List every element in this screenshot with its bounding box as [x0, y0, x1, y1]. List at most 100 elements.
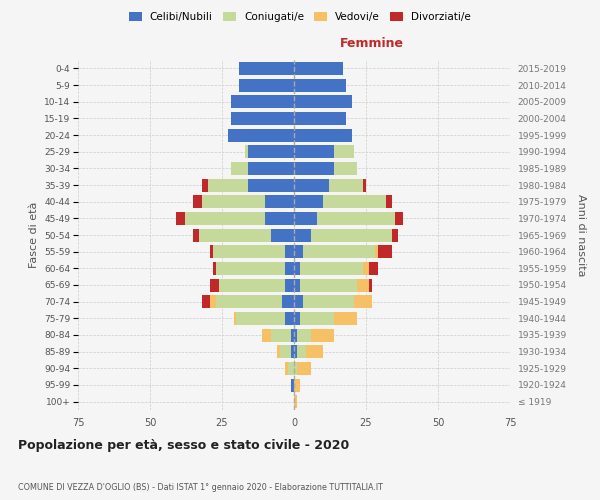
- Bar: [202, 178, 208, 192]
- Bar: [233, 312, 236, 325]
- Bar: [311, 228, 392, 241]
- Bar: [248, 145, 294, 158]
- Bar: [294, 362, 297, 375]
- Bar: [245, 145, 248, 158]
- Bar: [302, 295, 355, 308]
- Bar: [202, 295, 211, 308]
- Bar: [211, 295, 216, 308]
- Bar: [236, 312, 286, 325]
- Text: Femmine: Femmine: [340, 36, 404, 50]
- Bar: [300, 278, 358, 291]
- Bar: [363, 262, 369, 275]
- Bar: [294, 212, 317, 225]
- Legend: Celibi/Nubili, Coniugati/e, Vedovi/e, Divorziati/e: Celibi/Nubili, Coniugati/e, Vedovi/e, Di…: [125, 8, 475, 26]
- Bar: [294, 245, 302, 258]
- Bar: [294, 345, 297, 358]
- Bar: [377, 245, 392, 258]
- Text: Popolazione per età, sesso e stato civile - 2020: Popolazione per età, sesso e stato civil…: [18, 440, 349, 452]
- Bar: [300, 312, 334, 325]
- Bar: [286, 245, 294, 258]
- Bar: [239, 62, 294, 75]
- Bar: [297, 328, 311, 342]
- Bar: [262, 328, 271, 342]
- Bar: [294, 62, 343, 75]
- Bar: [193, 228, 199, 241]
- Bar: [294, 262, 300, 275]
- Bar: [230, 95, 294, 108]
- Bar: [211, 245, 214, 258]
- Bar: [214, 262, 216, 275]
- Bar: [317, 212, 395, 225]
- Bar: [334, 162, 358, 175]
- Bar: [248, 178, 294, 192]
- Bar: [294, 328, 297, 342]
- Bar: [294, 145, 334, 158]
- Bar: [369, 262, 377, 275]
- Bar: [216, 295, 283, 308]
- Bar: [294, 195, 323, 208]
- Bar: [294, 395, 297, 408]
- Bar: [297, 345, 305, 358]
- Bar: [294, 378, 300, 392]
- Bar: [374, 245, 377, 258]
- Bar: [185, 212, 265, 225]
- Bar: [294, 295, 302, 308]
- Bar: [286, 278, 294, 291]
- Bar: [280, 345, 291, 358]
- Bar: [214, 245, 286, 258]
- Bar: [291, 378, 294, 392]
- Bar: [302, 245, 374, 258]
- Bar: [300, 262, 363, 275]
- Bar: [193, 195, 202, 208]
- Bar: [230, 112, 294, 125]
- Bar: [202, 195, 265, 208]
- Bar: [265, 212, 294, 225]
- Bar: [358, 278, 369, 291]
- Bar: [208, 178, 248, 192]
- Bar: [294, 78, 346, 92]
- Bar: [239, 78, 294, 92]
- Bar: [265, 195, 294, 208]
- Bar: [216, 262, 286, 275]
- Bar: [248, 162, 294, 175]
- Bar: [230, 162, 248, 175]
- Bar: [199, 228, 271, 241]
- Bar: [363, 178, 366, 192]
- Bar: [386, 195, 392, 208]
- Bar: [355, 295, 372, 308]
- Bar: [288, 362, 294, 375]
- Bar: [305, 345, 323, 358]
- Bar: [286, 262, 294, 275]
- Bar: [294, 162, 334, 175]
- Bar: [329, 178, 363, 192]
- Bar: [311, 328, 334, 342]
- Bar: [294, 312, 300, 325]
- Bar: [297, 362, 311, 375]
- Bar: [323, 195, 386, 208]
- Bar: [219, 278, 286, 291]
- Bar: [294, 112, 346, 125]
- Text: COMUNE DI VEZZA D'OGLIO (BS) - Dati ISTAT 1° gennaio 2020 - Elaborazione TUTTITA: COMUNE DI VEZZA D'OGLIO (BS) - Dati ISTA…: [18, 484, 383, 492]
- Bar: [334, 312, 358, 325]
- Bar: [271, 228, 294, 241]
- Y-axis label: Anni di nascita: Anni di nascita: [577, 194, 586, 276]
- Bar: [294, 228, 311, 241]
- Bar: [211, 278, 219, 291]
- Bar: [294, 278, 300, 291]
- Bar: [395, 212, 403, 225]
- Bar: [334, 145, 355, 158]
- Bar: [291, 345, 294, 358]
- Bar: [392, 228, 398, 241]
- Bar: [176, 212, 185, 225]
- Bar: [286, 312, 294, 325]
- Bar: [271, 328, 291, 342]
- Bar: [228, 128, 294, 141]
- Bar: [283, 295, 294, 308]
- Bar: [294, 95, 352, 108]
- Bar: [294, 178, 329, 192]
- Bar: [294, 128, 352, 141]
- Bar: [286, 362, 288, 375]
- Bar: [291, 328, 294, 342]
- Bar: [369, 278, 372, 291]
- Y-axis label: Fasce di età: Fasce di età: [29, 202, 38, 268]
